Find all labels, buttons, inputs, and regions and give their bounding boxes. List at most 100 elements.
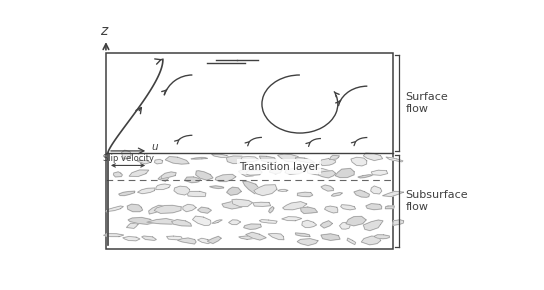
Text: Surface
flow: Surface flow	[405, 92, 448, 114]
Polygon shape	[358, 175, 373, 178]
Polygon shape	[197, 207, 212, 213]
Polygon shape	[318, 171, 336, 178]
Polygon shape	[158, 176, 169, 181]
Polygon shape	[302, 220, 317, 227]
Polygon shape	[259, 156, 277, 162]
Polygon shape	[295, 157, 315, 163]
Polygon shape	[226, 156, 244, 164]
Polygon shape	[354, 190, 369, 197]
Polygon shape	[228, 220, 240, 225]
Text: z: z	[100, 24, 108, 38]
Polygon shape	[297, 239, 318, 246]
Polygon shape	[156, 184, 170, 190]
Polygon shape	[239, 236, 255, 239]
Polygon shape	[106, 206, 123, 212]
Polygon shape	[138, 188, 155, 194]
Polygon shape	[320, 221, 332, 228]
Polygon shape	[246, 232, 266, 240]
Polygon shape	[147, 219, 181, 224]
Text: Subsurface
flow: Subsurface flow	[405, 190, 468, 212]
Polygon shape	[209, 186, 224, 189]
Polygon shape	[259, 220, 277, 223]
Polygon shape	[119, 191, 135, 196]
Polygon shape	[123, 237, 140, 241]
Polygon shape	[128, 218, 155, 224]
Polygon shape	[347, 238, 356, 244]
Polygon shape	[177, 238, 196, 244]
Polygon shape	[283, 202, 307, 210]
Polygon shape	[382, 191, 404, 197]
Polygon shape	[191, 157, 207, 159]
Polygon shape	[166, 236, 183, 240]
Polygon shape	[154, 160, 163, 164]
Polygon shape	[103, 234, 123, 237]
Polygon shape	[366, 204, 382, 210]
Polygon shape	[308, 167, 330, 175]
Polygon shape	[341, 205, 356, 210]
Polygon shape	[196, 171, 213, 180]
Text: Slip velocity: Slip velocity	[103, 154, 153, 163]
Polygon shape	[282, 217, 302, 221]
Polygon shape	[238, 170, 256, 176]
Polygon shape	[253, 202, 271, 206]
Polygon shape	[351, 157, 367, 166]
Polygon shape	[268, 234, 284, 240]
Polygon shape	[212, 154, 229, 157]
Polygon shape	[222, 202, 244, 209]
Polygon shape	[254, 185, 277, 196]
Bar	[106, 53, 393, 249]
Polygon shape	[335, 168, 354, 177]
Polygon shape	[165, 157, 189, 164]
Polygon shape	[386, 157, 403, 162]
Polygon shape	[193, 216, 211, 225]
Polygon shape	[372, 170, 388, 175]
Polygon shape	[321, 234, 340, 240]
Polygon shape	[174, 186, 189, 195]
Polygon shape	[114, 172, 122, 177]
Polygon shape	[184, 177, 201, 183]
Polygon shape	[149, 205, 166, 214]
Polygon shape	[127, 204, 143, 212]
Polygon shape	[269, 169, 282, 174]
Polygon shape	[370, 186, 382, 194]
Polygon shape	[329, 155, 339, 160]
Polygon shape	[325, 206, 338, 213]
Polygon shape	[215, 174, 236, 182]
Polygon shape	[298, 192, 313, 197]
Polygon shape	[126, 223, 138, 228]
Polygon shape	[361, 236, 381, 245]
Polygon shape	[142, 236, 156, 240]
Polygon shape	[154, 205, 181, 213]
Polygon shape	[339, 222, 350, 229]
Polygon shape	[227, 187, 241, 195]
Polygon shape	[363, 220, 383, 231]
Polygon shape	[295, 233, 310, 237]
Polygon shape	[374, 235, 390, 239]
Polygon shape	[278, 189, 288, 191]
Polygon shape	[188, 191, 206, 197]
Polygon shape	[183, 204, 196, 212]
Polygon shape	[232, 199, 252, 206]
Polygon shape	[121, 150, 131, 159]
Polygon shape	[269, 206, 274, 213]
Polygon shape	[171, 220, 191, 226]
Polygon shape	[241, 157, 259, 162]
Polygon shape	[208, 236, 221, 244]
Polygon shape	[385, 206, 394, 209]
Polygon shape	[161, 172, 176, 179]
Polygon shape	[137, 160, 150, 164]
Polygon shape	[212, 220, 222, 223]
Text: u: u	[151, 142, 158, 152]
Polygon shape	[197, 238, 212, 244]
Polygon shape	[246, 170, 262, 175]
Polygon shape	[346, 216, 366, 226]
Polygon shape	[321, 185, 333, 191]
Polygon shape	[331, 193, 342, 196]
Polygon shape	[129, 170, 149, 176]
Polygon shape	[243, 181, 260, 194]
Polygon shape	[277, 154, 298, 162]
Polygon shape	[301, 207, 318, 213]
Polygon shape	[363, 153, 382, 161]
Polygon shape	[319, 158, 336, 166]
Polygon shape	[244, 224, 261, 229]
